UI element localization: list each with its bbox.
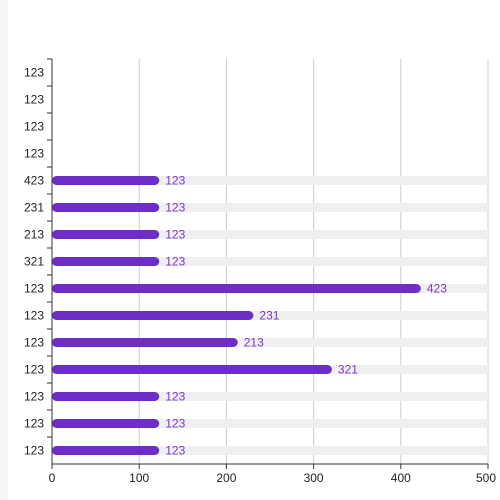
- axes: 1231231231234232312133211231231231231231…: [24, 58, 496, 485]
- data-label-6: 123: [165, 228, 185, 242]
- y-tick-label-8: 123: [24, 282, 44, 296]
- data-label-7: 123: [165, 255, 185, 269]
- data-labels: 123 123 123 123 423 231 213 321 123 123 123: [165, 174, 447, 458]
- bars: [52, 176, 421, 455]
- track-13: [52, 419, 488, 428]
- bar-9: [52, 311, 254, 320]
- bar-11: [52, 365, 332, 374]
- track-14: [52, 446, 488, 455]
- y-tick-label-9: 123: [24, 309, 44, 323]
- y-tick-label-7: 321: [24, 255, 44, 269]
- track-10: [52, 338, 488, 347]
- track-12: [52, 392, 488, 401]
- bar-5: [52, 203, 160, 212]
- y-tick-label-11: 123: [24, 363, 44, 377]
- y-tick-label-10: 123: [24, 336, 44, 350]
- bar-6: [52, 230, 160, 239]
- y-tick-label-14: 123: [24, 444, 44, 458]
- x-tick-label-1: 100: [129, 471, 149, 485]
- data-label-14: 123: [165, 444, 185, 458]
- bar-13: [52, 419, 160, 428]
- y-tick-label-0: 123: [24, 66, 44, 80]
- y-tick-label-13: 123: [24, 417, 44, 431]
- data-label-12: 123: [165, 390, 185, 404]
- x-tick-label-0: 0: [49, 471, 56, 485]
- data-label-13: 123: [165, 417, 185, 431]
- x-tick-label-3: 300: [304, 471, 324, 485]
- bar-10: [52, 338, 238, 347]
- track-6: [52, 230, 488, 239]
- y-tick-label-12: 123: [24, 390, 44, 404]
- left-edge-strip: [0, 0, 8, 500]
- x-tick-label-2: 200: [216, 471, 236, 485]
- data-label-9: 231: [259, 309, 279, 323]
- bar-8: [52, 284, 421, 293]
- data-label-4: 123: [165, 174, 185, 188]
- y-tick-label-5: 231: [24, 201, 44, 215]
- track-9: [52, 311, 488, 320]
- track-7: [52, 257, 488, 266]
- data-label-11: 321: [338, 363, 358, 377]
- x-tick-label-5: 500: [476, 471, 496, 485]
- x-tick-label-4: 400: [391, 471, 411, 485]
- bar-12: [52, 392, 160, 401]
- bar-7: [52, 257, 160, 266]
- data-label-10: 213: [244, 336, 264, 350]
- bar-14: [52, 446, 160, 455]
- bar-4: [52, 176, 160, 185]
- track-4: [52, 176, 488, 185]
- data-label-5: 123: [165, 201, 185, 215]
- y-tick-label-3: 123: [24, 147, 44, 161]
- y-tick-label-4: 423: [24, 174, 44, 188]
- data-label-8: 423: [427, 282, 447, 296]
- y-tick-label-6: 213: [24, 228, 44, 242]
- track-5: [52, 203, 488, 212]
- y-tick-label-2: 123: [24, 120, 44, 134]
- y-tick-label-1: 123: [24, 93, 44, 107]
